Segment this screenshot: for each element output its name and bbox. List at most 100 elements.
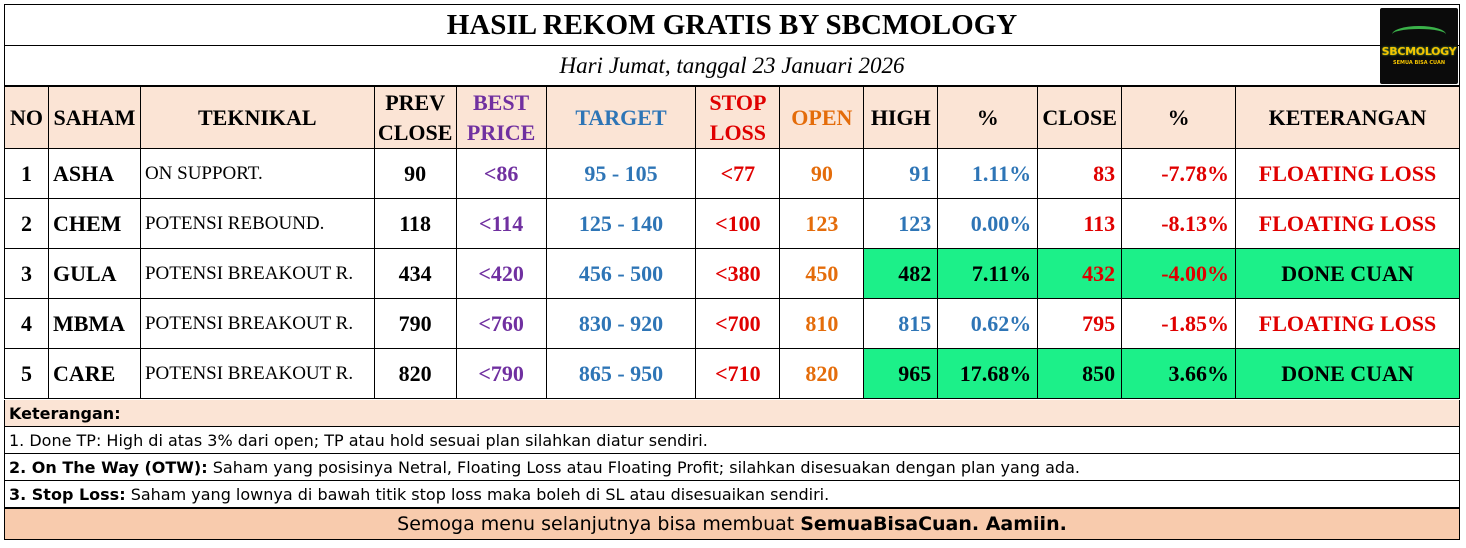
cell-keterangan: FLOATING LOSS <box>1235 148 1460 199</box>
cell-prev-close: 434 <box>373 248 457 299</box>
cell-keterangan: DONE CUAN <box>1235 348 1460 399</box>
col-prev-close-line1: PREV <box>385 89 446 115</box>
note-text: Saham yang lownya di bawah titik stop lo… <box>125 484 830 504</box>
cell-target: 865 - 950 <box>545 348 697 399</box>
cell-teknikal: POTENSI BREAKOUT R. <box>139 248 375 299</box>
cell-saham: ASHA <box>47 148 141 199</box>
cell-pct-close: -7.78% <box>1121 148 1237 199</box>
cell-open: 820 <box>779 348 865 399</box>
note-label: 2. On The Way (OTW): <box>9 457 208 477</box>
col-high: HIGH <box>863 86 939 149</box>
cell-target: 456 - 500 <box>545 248 697 299</box>
cell-close: 850 <box>1037 348 1123 399</box>
cell-pct-close: -4.00% <box>1121 248 1237 299</box>
cell-pct-close: -8.13% <box>1121 198 1237 249</box>
cell-saham: MBMA <box>47 298 141 349</box>
note-label: 3. Stop Loss: <box>9 484 126 504</box>
table-header-row: NO SAHAM TEKNIKAL PREV CLOSE BEST PRICE TA… <box>4 86 1460 149</box>
cell-close: 795 <box>1037 298 1123 349</box>
col-stop-loss-line1: STOP <box>709 89 767 115</box>
cell-target: 125 - 140 <box>545 198 697 249</box>
cell-keterangan: DONE CUAN <box>1235 248 1460 299</box>
cell-stop-loss: <710 <box>695 348 781 399</box>
cell-prev-close: 790 <box>373 298 457 349</box>
cell-high: 123 <box>863 198 939 249</box>
cell-teknikal: POTENSI BREAKOUT R. <box>139 298 375 349</box>
cell-pct-high: 0.62% <box>937 298 1039 349</box>
cell-high: 482 <box>863 248 939 299</box>
note-item: 1. Done TP: High di atas 3% dari open; T… <box>4 427 1460 454</box>
cell-best-price: <760 <box>455 298 547 349</box>
table-row: 3 GULA POTENSI BREAKOUT R. 434 <420 456 … <box>4 248 1460 299</box>
cell-no: 3 <box>4 248 49 299</box>
footer-bold-text: SemuaBisaCuan. Aamiin. <box>800 513 1067 535</box>
footer-text: Semoga menu selanjutnya bisa membuat <box>397 513 795 535</box>
table-row: 4 MBMA POTENSI BREAKOUT R. 790 <760 830 … <box>4 298 1460 349</box>
notes-section: Keterangan: 1. Done TP: High di atas 3% … <box>4 400 1460 508</box>
cell-open: 90 <box>779 148 865 199</box>
cell-pct-high: 0.00% <box>937 198 1039 249</box>
cell-best-price: <420 <box>455 248 547 299</box>
table-row: 2 CHEM POTENSI REBOUND. 118 <114 125 - 1… <box>4 198 1460 249</box>
cell-pct-high: 1.11% <box>937 148 1039 199</box>
report-date: Hari Jumat, tanggal 23 Januari 2026 <box>4 46 1460 86</box>
cell-open: 123 <box>779 198 865 249</box>
recommendation-table: NO SAHAM TEKNIKAL PREV CLOSE BEST PRICE TA… <box>4 86 1460 399</box>
cell-teknikal: ON SUPPORT. <box>139 148 375 199</box>
note-text: 1. Done TP: High di atas 3% dari open; T… <box>9 430 708 450</box>
col-prev-close: PREV CLOSE <box>373 86 457 149</box>
cell-no: 4 <box>4 298 49 349</box>
cell-saham: CARE <box>47 348 141 399</box>
note-item: 3. Stop Loss: Saham yang lownya di bawah… <box>4 481 1460 508</box>
cell-high: 91 <box>863 148 939 199</box>
col-best-price-line2: PRICE <box>466 119 536 145</box>
cell-prev-close: 820 <box>373 348 457 399</box>
cell-stop-loss: <380 <box>695 248 781 299</box>
col-best-price-line1: BEST <box>472 89 530 115</box>
cell-best-price: <86 <box>455 148 547 199</box>
col-close: CLOSE <box>1037 86 1123 149</box>
cell-best-price: <790 <box>455 348 547 399</box>
cell-target: 95 - 105 <box>545 148 697 199</box>
cell-high: 815 <box>863 298 939 349</box>
col-keterangan: KETERANGAN <box>1235 86 1460 149</box>
cell-close: 113 <box>1037 198 1123 249</box>
cell-pct-high: 7.11% <box>937 248 1039 299</box>
cell-stop-loss: <700 <box>695 298 781 349</box>
cell-close: 432 <box>1037 248 1123 299</box>
note-item: 2. On The Way (OTW): Saham yang posisiny… <box>4 454 1460 481</box>
cell-teknikal: POTENSI REBOUND. <box>139 198 375 249</box>
sbcmology-logo: SBCMOLOGY SEMUA BISA CUAN <box>1380 8 1458 84</box>
cell-prev-close: 118 <box>373 198 457 249</box>
cell-keterangan: FLOATING LOSS <box>1235 298 1460 349</box>
cell-open: 810 <box>779 298 865 349</box>
logo-swirl-icon <box>1392 26 1446 43</box>
col-stop-loss: STOP LOSS <box>695 86 781 149</box>
page-title: HASIL REKOM GRATIS BY SBCMOLOGY <box>4 4 1460 46</box>
cell-stop-loss: <100 <box>695 198 781 249</box>
col-saham: SAHAM <box>47 86 141 149</box>
cell-saham: GULA <box>47 248 141 299</box>
col-best-price: BEST PRICE <box>455 86 547 149</box>
cell-keterangan: FLOATING LOSS <box>1235 198 1460 249</box>
cell-no: 2 <box>4 198 49 249</box>
cell-prev-close: 90 <box>373 148 457 199</box>
cell-teknikal: POTENSI BREAKOUT R. <box>139 348 375 399</box>
notes-heading: Keterangan: <box>4 400 1460 427</box>
col-prev-close-line2: CLOSE <box>377 119 453 145</box>
col-pct-close: % <box>1121 86 1237 149</box>
col-teknikal: TEKNIKAL <box>139 86 375 149</box>
col-open: OPEN <box>779 86 865 149</box>
cell-saham: CHEM <box>47 198 141 249</box>
cell-close: 83 <box>1037 148 1123 199</box>
col-stop-loss-line2: LOSS <box>709 119 767 145</box>
cell-target: 830 - 920 <box>545 298 697 349</box>
logo-brand-text: SBCMOLOGY <box>1381 45 1457 58</box>
cell-best-price: <114 <box>455 198 547 249</box>
cell-no: 5 <box>4 348 49 399</box>
col-target: TARGET <box>545 86 697 149</box>
table-row: 5 CARE POTENSI BREAKOUT R. 820 <790 865 … <box>4 348 1460 399</box>
cell-open: 450 <box>779 248 865 299</box>
note-text: Saham yang posisinya Netral, Floating Lo… <box>207 457 1080 477</box>
cell-stop-loss: <77 <box>695 148 781 199</box>
